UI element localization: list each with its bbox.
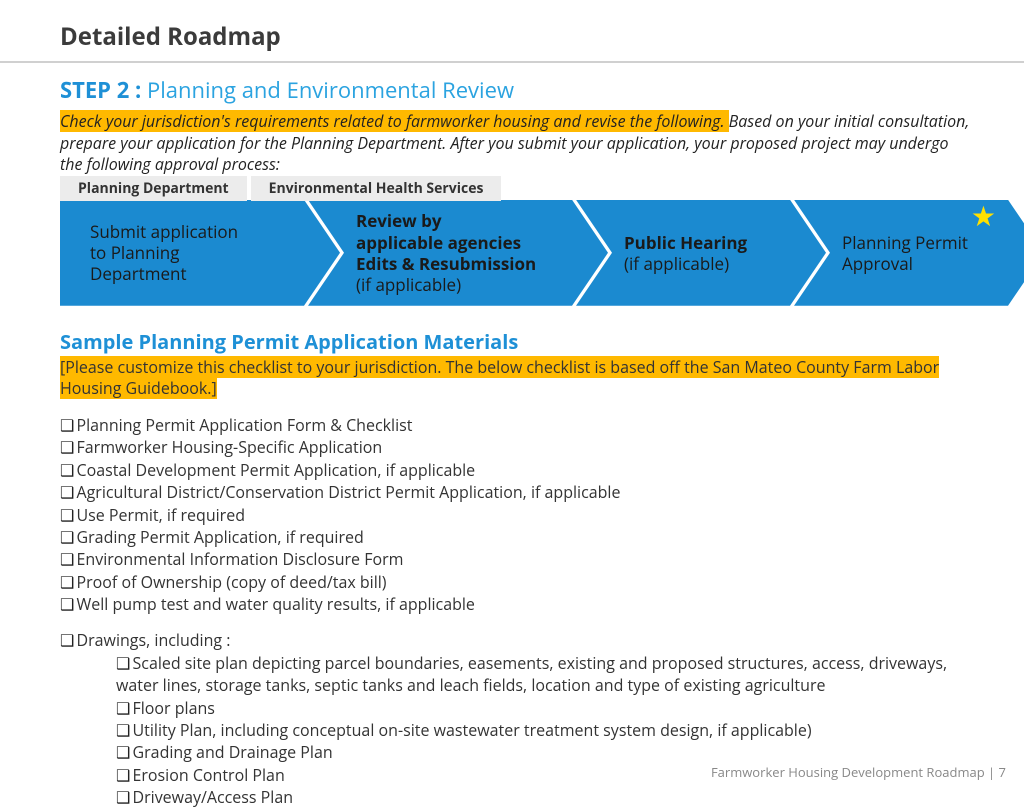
drawings-item: Utility Plan, including conceptual on-si… bbox=[116, 719, 974, 741]
chevron-line: (if applicable) bbox=[624, 253, 806, 274]
section-materials-title: Sample Planning Permit Application Mater… bbox=[60, 328, 974, 355]
drawings-item: Floor plans bbox=[116, 697, 974, 719]
chevron-line: (if applicable) bbox=[356, 274, 588, 295]
checklist-item: Use Permit, if required bbox=[60, 504, 974, 526]
intro-paragraph: Check your jurisdiction's requirements r… bbox=[60, 111, 974, 178]
checklist-item-drawings: Drawings, including : bbox=[60, 629, 974, 651]
drawings-item: Scaled site plan depicting parcel bounda… bbox=[116, 652, 974, 697]
department-tabs: Planning Department Environmental Health… bbox=[60, 176, 505, 201]
dept-tab-planning: Planning Department bbox=[60, 176, 247, 201]
chevron-line: Public Hearing bbox=[624, 232, 806, 253]
section-materials-note: [Please customize this checklist to your… bbox=[60, 357, 974, 400]
checklist-item: Grading Permit Application, if required bbox=[60, 526, 974, 548]
process-flow: Planning Department Environmental Health… bbox=[60, 176, 974, 316]
dept-tab-env-health: Environmental Health Services bbox=[251, 176, 502, 201]
chevron-line: Review by bbox=[356, 210, 588, 231]
intro-highlight: Check your jurisdiction's requirements r… bbox=[60, 110, 729, 132]
chevron-line: Planning Permit bbox=[842, 232, 1024, 253]
chevron-row: Submit applicationto PlanningDepartmentR… bbox=[60, 200, 1004, 310]
step-title: Planning and Environmental Review bbox=[147, 75, 514, 105]
checklist-item: Farmworker Housing-Specific Application bbox=[60, 436, 974, 458]
chevron-line: to Planning bbox=[90, 242, 320, 263]
drawings-sublist: Scaled site plan depicting parcel bounda… bbox=[60, 652, 974, 809]
chevron-line: Department bbox=[90, 263, 320, 284]
content-region: STEP 2 : Planning and Environmental Revi… bbox=[0, 63, 1024, 809]
checklist-item: Agricultural District/Conservation Distr… bbox=[60, 481, 974, 503]
checklist-item: Environmental Information Disclosure For… bbox=[60, 548, 974, 570]
star-icon: ★ bbox=[971, 202, 996, 230]
checklist-item: Coastal Development Permit Application, … bbox=[60, 459, 974, 481]
chevron-line: Submit application bbox=[90, 221, 320, 242]
chevron-line: Approval bbox=[842, 253, 1024, 274]
drawings-item: Driveway/Access Plan bbox=[116, 786, 974, 808]
step-colon: : bbox=[129, 75, 147, 105]
chevron-line: Edits & Resubmission bbox=[356, 253, 588, 274]
step-label: STEP 2 bbox=[60, 75, 129, 105]
checklist: Planning Permit Application Form & Check… bbox=[60, 414, 974, 809]
checklist-item: Proof of Ownership (copy of deed/tax bil… bbox=[60, 571, 974, 593]
page-footer: Farmworker Housing Development Roadmap |… bbox=[711, 763, 1006, 781]
section-materials-highlight: [Please customize this checklist to your… bbox=[60, 356, 939, 400]
step-heading: STEP 2 : Planning and Environmental Revi… bbox=[60, 69, 974, 111]
chevron-line: applicable agencies bbox=[356, 232, 588, 253]
page-title: Detailed Roadmap bbox=[0, 0, 1024, 61]
drawings-item: Grading and Drainage Plan bbox=[116, 741, 974, 763]
chevron-step-4: Planning PermitApproval ★ bbox=[794, 200, 1024, 306]
chevron-step-1: Submit applicationto PlanningDepartment bbox=[60, 200, 340, 306]
checklist-item: Planning Permit Application Form & Check… bbox=[60, 414, 974, 436]
checklist-item: Well pump test and water quality results… bbox=[60, 593, 974, 615]
chevron-step-3: Public Hearing(if applicable) bbox=[576, 200, 826, 306]
chevron-step-2: Review byapplicable agenciesEdits & Resu… bbox=[308, 200, 608, 306]
